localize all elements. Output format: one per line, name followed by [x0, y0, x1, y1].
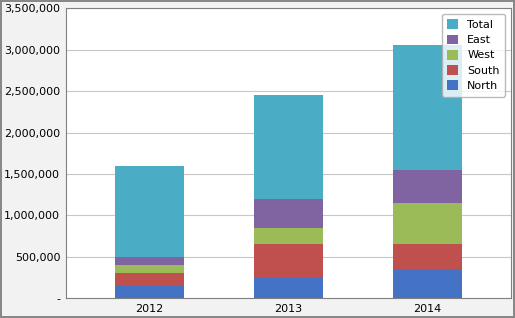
Bar	[392, 170, 462, 203]
Bar	[253, 278, 323, 298]
Bar	[114, 273, 184, 286]
Bar	[253, 199, 323, 228]
Bar	[253, 245, 323, 278]
Bar	[114, 265, 184, 273]
Bar	[253, 95, 323, 199]
Bar	[392, 203, 462, 245]
Bar	[114, 286, 184, 298]
Bar	[392, 45, 462, 170]
Bar	[253, 228, 323, 245]
Bar	[392, 269, 462, 298]
Bar	[392, 245, 462, 269]
Bar	[114, 166, 184, 257]
Legend: Total, East, West, South, North: Total, East, West, South, North	[442, 14, 505, 96]
Bar	[114, 257, 184, 265]
